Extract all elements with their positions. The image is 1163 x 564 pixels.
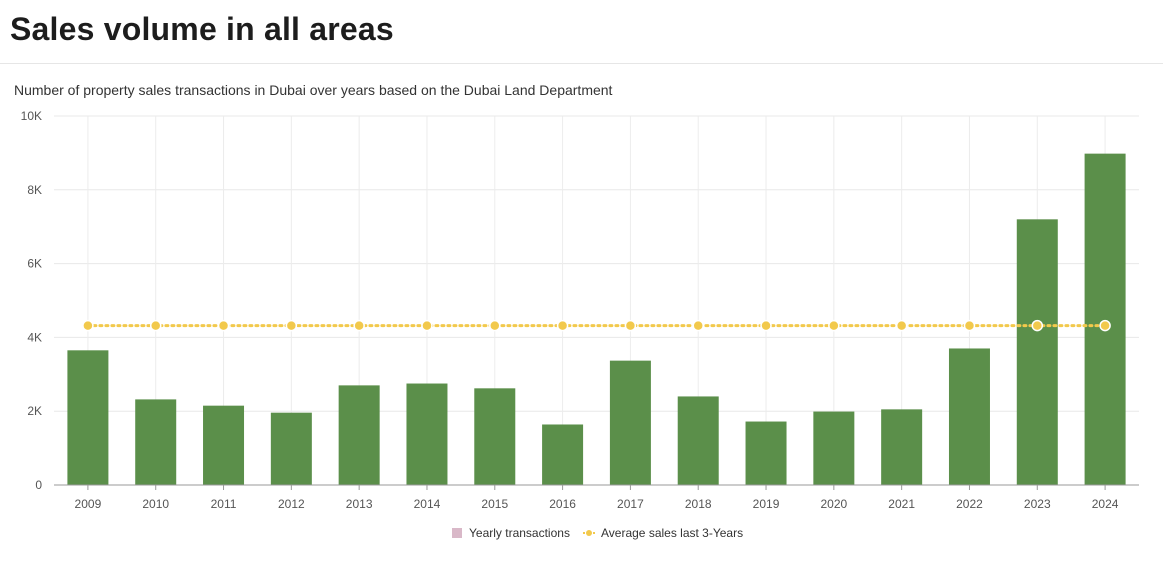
average-point-2016[interactable] xyxy=(556,319,569,332)
average-point-2018[interactable] xyxy=(692,319,704,332)
bar-2024[interactable] xyxy=(1084,153,1126,485)
bar-2022[interactable] xyxy=(948,348,990,485)
x-tick-label: 2015 xyxy=(481,497,508,511)
legend-item-average-sales[interactable]: Average sales last 3-Years xyxy=(583,526,743,540)
y-tick-label: 0 xyxy=(35,478,42,492)
bar-2010[interactable] xyxy=(135,399,177,485)
average-point-2009[interactable] xyxy=(82,319,94,332)
average-point-2019[interactable] xyxy=(760,319,772,332)
bar-2011[interactable] xyxy=(203,405,245,485)
x-tick-label: 2018 xyxy=(685,497,712,511)
x-tick-label: 2019 xyxy=(753,497,780,511)
chart-average-line xyxy=(82,319,1111,332)
average-point-2013[interactable] xyxy=(353,319,365,332)
x-tick-label: 2016 xyxy=(549,497,576,511)
x-tick-label: 2011 xyxy=(211,497,237,511)
y-tick-label: 8K xyxy=(27,183,42,197)
x-tick-label: 2014 xyxy=(414,497,441,511)
average-point-2010[interactable] xyxy=(149,319,162,332)
x-tick-label: 2023 xyxy=(1024,497,1051,511)
average-point-2011[interactable] xyxy=(217,319,230,332)
legend-label-average-sales: Average sales last 3-Years xyxy=(601,526,743,540)
average-point-2017[interactable] xyxy=(624,319,637,332)
legend-marker-average-sales xyxy=(586,530,592,536)
chart-subtitle: Number of property sales transactions in… xyxy=(14,82,613,98)
chart-axes: 0 2K 4K 6K 8K 10K 2009 2010 2011 2012 2013 2014 2015… xyxy=(21,109,1139,511)
chart-bars xyxy=(67,153,1126,485)
average-point-2023[interactable] xyxy=(1031,319,1044,332)
average-point-2024[interactable] xyxy=(1099,319,1111,332)
y-tick-label: 10K xyxy=(21,109,42,123)
average-point-2015[interactable] xyxy=(489,319,501,332)
x-tick-label: 2021 xyxy=(888,497,915,511)
y-tick-label: 6K xyxy=(27,257,42,271)
legend-swatch-yearly-transactions xyxy=(452,528,462,538)
average-point-2012[interactable] xyxy=(285,319,298,332)
y-tick-label: 2K xyxy=(27,404,42,418)
bar-2023[interactable] xyxy=(1016,219,1058,485)
average-point-2014[interactable] xyxy=(421,319,433,332)
bar-2012[interactable] xyxy=(270,412,312,485)
average-point-2021[interactable] xyxy=(895,319,908,332)
page-title: Sales volume in all areas xyxy=(10,11,394,47)
x-tick-label: 2012 xyxy=(278,497,305,511)
bar-2020[interactable] xyxy=(813,411,855,485)
y-tick-label: 4K xyxy=(27,330,42,344)
legend-item-yearly-transactions[interactable]: Yearly transactions xyxy=(452,526,570,540)
bar-2021[interactable] xyxy=(881,409,923,485)
bar-2016[interactable] xyxy=(542,424,584,485)
page-header: Sales volume in all areas xyxy=(0,0,1163,64)
bar-2013[interactable] xyxy=(338,385,380,485)
bar-2019[interactable] xyxy=(745,421,787,485)
average-point-2022[interactable] xyxy=(963,319,976,332)
chart-legend[interactable]: Yearly transactions Average sales last 3-… xyxy=(452,526,743,540)
bar-2017[interactable] xyxy=(609,360,651,485)
bar-2009[interactable] xyxy=(67,350,109,485)
x-tick-label: 2022 xyxy=(956,497,983,511)
x-tick-label: 2010 xyxy=(142,497,169,511)
legend-label-yearly-transactions: Yearly transactions xyxy=(469,526,570,540)
bar-2018[interactable] xyxy=(677,396,719,485)
average-point-2020[interactable] xyxy=(828,319,840,332)
x-tick-label: 2009 xyxy=(75,497,102,511)
x-tick-label: 2017 xyxy=(617,497,644,511)
bar-2014[interactable] xyxy=(406,383,448,485)
bar-2015[interactable] xyxy=(474,388,516,485)
x-tick-label: 2020 xyxy=(820,497,847,511)
x-tick-label: 2024 xyxy=(1092,497,1119,511)
x-tick-label: 2013 xyxy=(346,497,373,511)
